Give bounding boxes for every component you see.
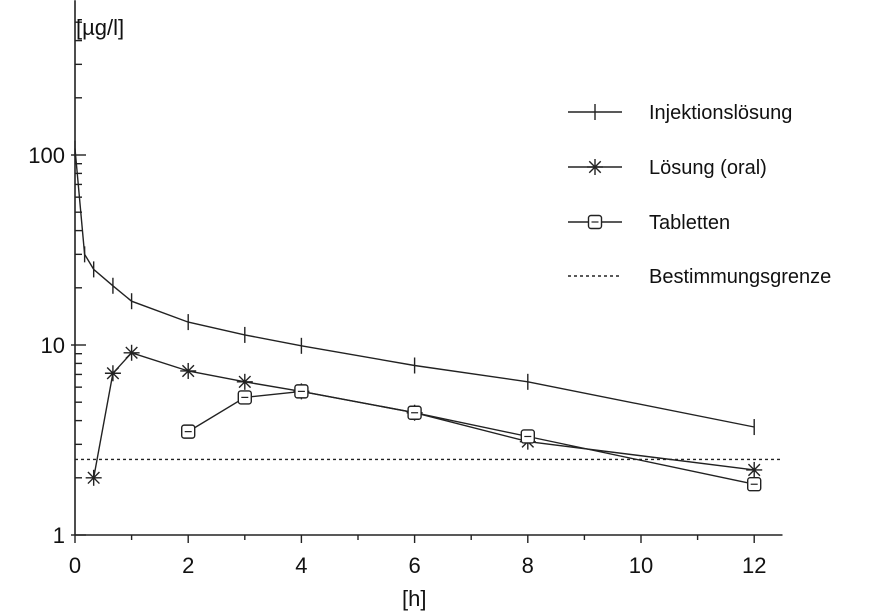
tick-labels: 0 2 4 6 8 10 12 1 10 100 xyxy=(28,143,766,578)
legend: Injektionslösung Lösung (oral) Tabletten Be… xyxy=(568,102,831,288)
data-point xyxy=(123,344,140,361)
legend-item: Tabletten xyxy=(568,212,730,234)
y-axis-label: [µg/l] xyxy=(76,15,124,40)
x-axis-label: [h] xyxy=(402,586,426,611)
data-point xyxy=(236,373,253,390)
data-point xyxy=(746,461,763,478)
data-point xyxy=(180,424,196,439)
data-point xyxy=(407,405,422,420)
data-point xyxy=(237,390,253,405)
legend-label: Bestimmungsgrenze xyxy=(649,266,831,288)
data-point xyxy=(180,362,197,379)
x-tick-label: 6 xyxy=(408,553,420,578)
y-tick-label: 10 xyxy=(41,333,65,358)
x-tick-label: 2 xyxy=(182,553,194,578)
data-point xyxy=(85,469,102,486)
x-tick-label: 8 xyxy=(522,553,534,578)
legend-marker xyxy=(587,159,603,175)
plot-area xyxy=(74,140,783,492)
series-line xyxy=(187,390,755,485)
x-tick-label: 12 xyxy=(742,553,766,578)
legend-item: Lösung (oral) xyxy=(568,157,767,179)
data-point xyxy=(294,384,309,399)
data-point xyxy=(104,365,121,382)
legend-item: Injektionslösung xyxy=(568,102,792,124)
data-point xyxy=(747,477,762,492)
series-2 xyxy=(180,384,762,492)
legend-item: Bestimmungsgrenze xyxy=(568,266,831,288)
legend-label: Lösung (oral) xyxy=(649,157,767,179)
y-tick-label: 1 xyxy=(53,523,65,548)
axes xyxy=(71,0,783,543)
x-tick-label: 4 xyxy=(295,553,307,578)
y-tick-label: 100 xyxy=(28,143,65,168)
legend-label: Injektionslösung xyxy=(649,102,792,124)
x-tick-label: 10 xyxy=(629,553,653,578)
legend-marker xyxy=(587,214,603,230)
data-point xyxy=(520,429,535,444)
x-tick-label: 0 xyxy=(69,553,81,578)
legend-label: Tabletten xyxy=(649,212,730,234)
series-0 xyxy=(74,140,755,436)
